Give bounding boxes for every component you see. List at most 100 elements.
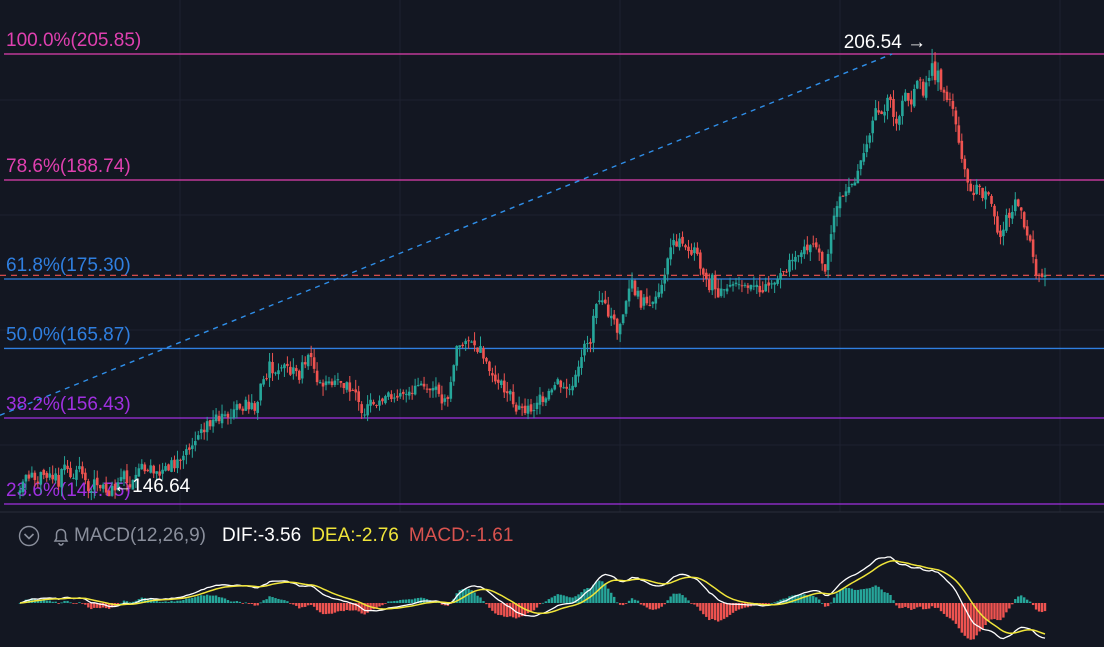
- macd-histogram-bar: [128, 602, 132, 604]
- candle-body: [942, 89, 946, 93]
- candle-body: [333, 380, 337, 385]
- macd-histogram-bar: [494, 603, 497, 614]
- fib-level-label: 100.0%(205.85): [6, 30, 141, 51]
- candle-body: [312, 357, 316, 369]
- macd-histogram-bar: [410, 599, 414, 603]
- candle-body: [517, 405, 521, 410]
- macd-histogram-bar: [413, 598, 417, 603]
- candle-body: [467, 340, 470, 342]
- candle-body: [497, 379, 500, 383]
- candle-body: [84, 472, 87, 481]
- macd-histogram-bar: [503, 603, 506, 617]
- candle-body: [107, 490, 111, 497]
- candle-body: [612, 314, 616, 320]
- macd-histogram-bar: [936, 603, 940, 608]
- candle-body: [369, 399, 372, 406]
- candle-body: [286, 363, 289, 366]
- candle-body: [541, 396, 545, 402]
- candle-body: [191, 445, 194, 449]
- candle-body: [1011, 211, 1014, 219]
- candle-body: [458, 345, 462, 348]
- candle-body: [208, 420, 212, 427]
- candle-body: [182, 455, 185, 461]
- alert-bell-icon[interactable]: [50, 525, 72, 547]
- macd-histogram-bar: [467, 588, 470, 603]
- macd-histogram-bar: [200, 595, 203, 603]
- candle-body: [241, 408, 245, 411]
- macd-histogram-bar: [265, 599, 268, 603]
- candle-body: [520, 406, 524, 408]
- candle-body: [75, 469, 78, 480]
- macd-histogram-bar: [607, 588, 610, 603]
- candle-body: [820, 252, 824, 264]
- candle-body: [514, 404, 518, 412]
- candle-body: [161, 469, 164, 474]
- macd-histogram-bar: [615, 602, 619, 604]
- candle-body: [253, 403, 257, 411]
- candle-body: [45, 472, 49, 478]
- candle-body: [464, 340, 467, 345]
- candle-body: [300, 362, 304, 379]
- candle-body: [72, 477, 75, 479]
- macd-histogram-bar: [556, 594, 559, 603]
- macd-histogram-bar: [844, 588, 848, 603]
- candle-body: [378, 400, 381, 406]
- candle-body: [609, 315, 613, 319]
- candle-body: [806, 244, 809, 251]
- collapse-chevron-icon[interactable]: [18, 525, 40, 547]
- candle-body: [984, 191, 987, 200]
- macd-histogram-bar: [529, 603, 533, 612]
- candle-body: [297, 370, 301, 380]
- macd-histogram-bar: [907, 603, 910, 609]
- candle-body: [856, 170, 860, 184]
- macd-histogram-bar: [714, 603, 717, 621]
- macd-histogram-bar: [283, 600, 286, 603]
- macd-histogram-bar: [933, 603, 937, 608]
- candle-body: [280, 367, 283, 369]
- candle-body: [794, 256, 797, 262]
- macd-histogram-bar: [262, 600, 265, 603]
- candle-body: [131, 480, 135, 490]
- macd-histogram-bar: [54, 601, 57, 603]
- macd-histogram-bar: [618, 603, 622, 605]
- candle-body: [470, 341, 473, 343]
- candle-body: [972, 192, 975, 196]
- macd-histogram-bar: [122, 600, 126, 603]
- candle-body: [69, 467, 72, 478]
- candle-body: [440, 394, 444, 404]
- macd-histogram-bar: [182, 599, 185, 603]
- candle-body: [915, 80, 919, 89]
- candle-body: [696, 247, 699, 254]
- macd-histogram-bar: [72, 603, 75, 604]
- candle-body: [401, 391, 405, 394]
- candle-body: [410, 392, 414, 394]
- candle-body: [746, 285, 750, 288]
- candle-body: [826, 253, 830, 271]
- macd-histogram-bar: [1005, 603, 1008, 613]
- macd-histogram-bar: [562, 595, 565, 603]
- macd-histogram-bar: [613, 596, 616, 603]
- macd-histogram-bar: [482, 601, 485, 603]
- macd-histogram-bar: [610, 592, 613, 603]
- candle-body: [648, 304, 652, 306]
- macd-histogram-bar: [226, 600, 230, 603]
- macd-histogram-bar: [978, 603, 981, 632]
- macd-histogram-bar: [711, 603, 714, 619]
- macd-histogram-bar: [586, 587, 589, 603]
- macd-histogram-bar: [627, 600, 631, 603]
- candle-body: [722, 289, 726, 291]
- candle-body: [211, 419, 215, 427]
- macd-histogram-bar: [996, 603, 999, 621]
- macd-histogram-bar: [75, 603, 78, 604]
- macd-histogram-bar: [179, 600, 182, 603]
- macd-histogram-bar: [841, 588, 845, 603]
- candle-body: [125, 470, 129, 484]
- candle-body: [155, 471, 158, 474]
- candle-body: [654, 296, 658, 304]
- candle-body: [390, 394, 393, 400]
- macd-histogram-bar: [636, 600, 640, 603]
- candle-body: [773, 282, 776, 285]
- macd-histogram-bar: [862, 588, 865, 603]
- candle-body: [491, 373, 494, 376]
